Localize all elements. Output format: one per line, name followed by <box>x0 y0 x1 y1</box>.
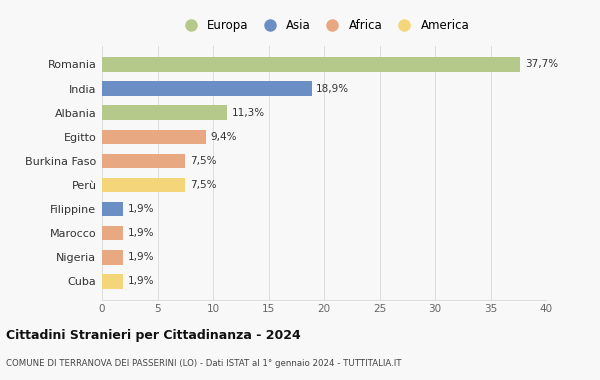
Text: 1,9%: 1,9% <box>128 204 154 214</box>
Bar <box>102 105 227 120</box>
Text: 9,4%: 9,4% <box>211 132 237 142</box>
Bar <box>102 274 123 289</box>
Bar <box>102 81 312 96</box>
Text: 1,9%: 1,9% <box>128 252 154 262</box>
Text: 11,3%: 11,3% <box>232 108 265 118</box>
Bar <box>102 226 123 241</box>
Legend: Europa, Asia, Africa, America: Europa, Asia, Africa, America <box>176 17 472 35</box>
Bar <box>102 57 520 72</box>
Bar <box>102 178 185 192</box>
Bar <box>102 250 123 264</box>
Text: 7,5%: 7,5% <box>190 156 216 166</box>
Text: 18,9%: 18,9% <box>316 84 349 93</box>
Bar <box>102 154 185 168</box>
Text: 37,7%: 37,7% <box>525 59 558 70</box>
Text: 7,5%: 7,5% <box>190 180 216 190</box>
Bar <box>102 202 123 216</box>
Text: COMUNE DI TERRANOVA DEI PASSERINI (LO) - Dati ISTAT al 1° gennaio 2024 - TUTTITA: COMUNE DI TERRANOVA DEI PASSERINI (LO) -… <box>6 359 401 368</box>
Text: 1,9%: 1,9% <box>128 228 154 238</box>
Text: 1,9%: 1,9% <box>128 276 154 287</box>
Text: Cittadini Stranieri per Cittadinanza - 2024: Cittadini Stranieri per Cittadinanza - 2… <box>6 329 301 342</box>
Bar <box>102 130 206 144</box>
